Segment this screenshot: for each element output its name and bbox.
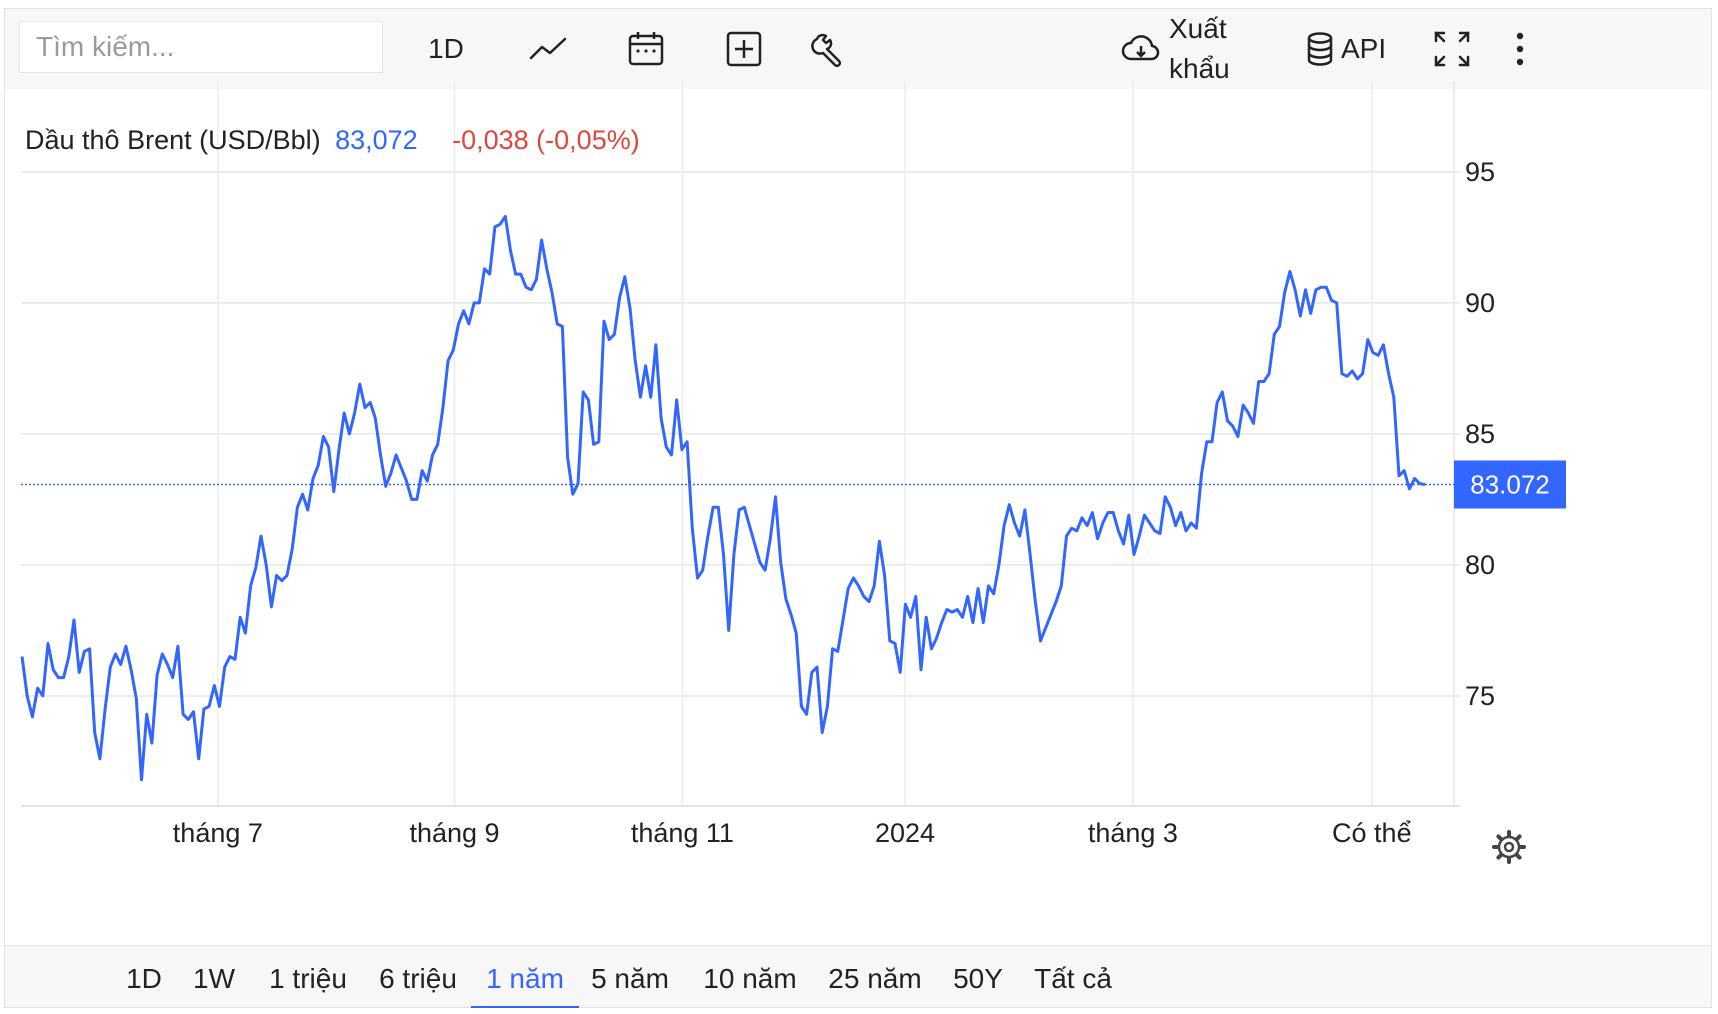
wrench-icon — [811, 33, 842, 68]
chart-widget: 1D — [4, 8, 1712, 1008]
export-button[interactable]: Xuất khẩu — [1121, 9, 1241, 89]
series-line-brent — [20, 214, 1426, 782]
range-button[interactable]: 50Y — [953, 963, 1003, 994]
search-input[interactable] — [19, 21, 383, 73]
interval-label: 1D — [428, 33, 464, 64]
cloud-download-icon — [1121, 35, 1160, 61]
y-tick-label: 90 — [1465, 288, 1495, 318]
range-button[interactable]: 1 triệu — [269, 963, 347, 994]
x-axis-ticks: tháng 7 tháng 9 tháng 11 2024 tháng 3 Có thể — [173, 818, 1412, 848]
api-button[interactable]: API — [1305, 9, 1395, 89]
x-tick-label: tháng 7 — [173, 818, 263, 848]
more-options-button[interactable] — [1495, 9, 1545, 89]
range-button[interactable]: 6 triệu — [379, 963, 457, 994]
x-tick-label: tháng 11 — [631, 818, 734, 848]
y-tick-label: 80 — [1465, 550, 1495, 580]
x-tick-label: Có thể — [1332, 818, 1412, 848]
last-value: 83,072 — [335, 125, 418, 155]
y-axis-ticks: 95 90 85 80 75 — [1465, 157, 1495, 711]
y-tick-label: 85 — [1465, 419, 1495, 449]
range-button[interactable]: 1 năm — [471, 946, 579, 1008]
range-button[interactable]: 25 năm — [828, 963, 922, 994]
plus-box-icon — [726, 31, 762, 67]
last-price-tag — [1454, 460, 1566, 509]
range-button[interactable]: Tất cả — [1034, 963, 1112, 994]
api-label: API — [1341, 33, 1387, 64]
y-gridlines — [21, 171, 1460, 697]
x-tick-label: tháng 3 — [1088, 818, 1178, 848]
range-button[interactable]: 10 năm — [703, 963, 797, 994]
tools-button[interactable] — [795, 9, 865, 89]
calendar-icon — [628, 32, 664, 66]
export-label: Xuất khẩu — [1169, 13, 1230, 84]
database-icon — [1307, 32, 1333, 66]
y-tick-label: 75 — [1465, 681, 1495, 711]
x-tick-label: 2024 — [875, 818, 935, 848]
x-gridlines — [217, 81, 1455, 806]
last-price-tag-text: 83.072 — [1470, 469, 1550, 499]
more-vertical-icon — [1516, 32, 1524, 66]
interval-button[interactable]: 1D — [411, 9, 481, 89]
add-compare-button[interactable] — [709, 9, 779, 89]
chart-type-button[interactable] — [513, 9, 583, 89]
range-button[interactable]: 1W — [193, 963, 235, 994]
range-selector: 1D 1W 1 triệu 6 triệu 1 năm 5 năm 10 năm 25 năm… — [5, 945, 1711, 1008]
chart-toolbar: 1D — [5, 9, 1711, 89]
series-name: Dầu thô Brent (USD/Bbl) — [25, 125, 321, 155]
date-range-button[interactable] — [611, 9, 681, 89]
y-tick-label: 95 — [1465, 157, 1495, 187]
fullscreen-icon — [1434, 31, 1470, 67]
fullscreen-button[interactable] — [1417, 9, 1487, 89]
legend: Dầu thô Brent (USD/Bbl) 83,072 -0,038 (-… — [25, 125, 640, 155]
x-tick-label: tháng 9 — [409, 818, 499, 848]
change-value: -0,038 (-0,05%) — [452, 125, 640, 155]
range-button[interactable]: 5 năm — [591, 963, 669, 994]
range-button[interactable]: 1D — [126, 963, 162, 994]
settings-icon[interactable] — [1492, 830, 1526, 864]
line-chart-icon — [529, 37, 567, 60]
